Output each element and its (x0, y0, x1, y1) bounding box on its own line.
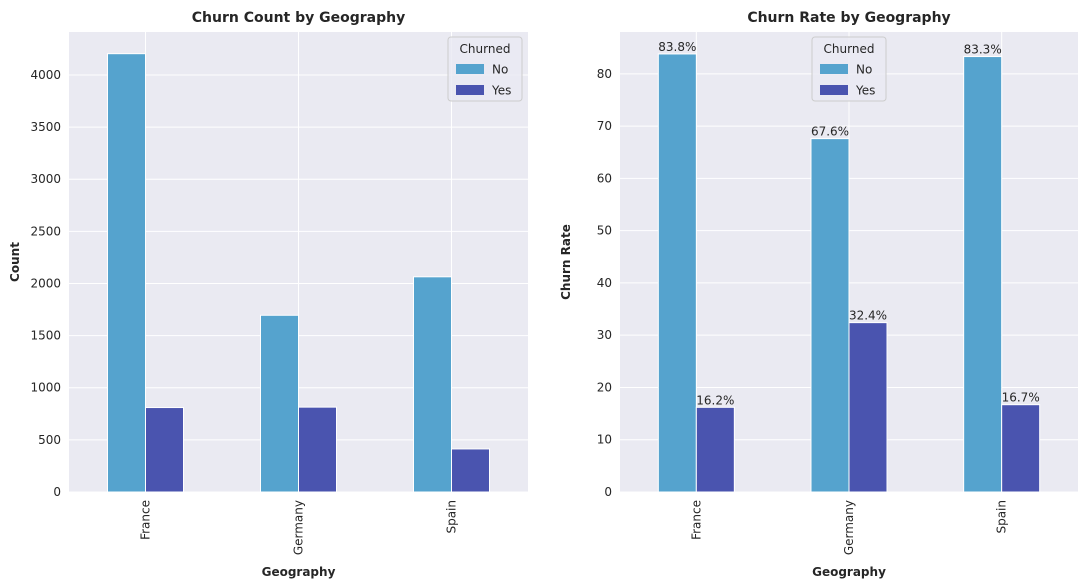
legend: Churned No Yes (447, 36, 523, 102)
legend-title: Churned (460, 42, 511, 56)
bar-yes-spain (1001, 404, 1041, 493)
legend-label: Yes (491, 84, 511, 98)
y-tick-label: 40 (597, 276, 612, 290)
chart-title: Churn Count by Geography (192, 10, 405, 26)
legend-label: Yes (855, 84, 875, 98)
x-tick-label: Spain (445, 500, 459, 534)
data-label: 32.4% (849, 309, 887, 323)
y-tick-label: 0 (53, 485, 61, 499)
churn-count-chart: 0 500 1000 1500 2000 2500 3000 3500 4000 France Ge… (8, 10, 528, 579)
bar-no-spain (413, 276, 452, 493)
x-tick-label: Spain (995, 500, 1009, 534)
data-label: 16.7% (1002, 391, 1040, 405)
y-tick-label: 500 (38, 433, 61, 447)
y-tick-label: 3000 (30, 172, 61, 186)
churn-rate-chart: 0 10 20 30 40 50 60 70 80 83.8% 67.6% 83.3% 16.2% 32.… (559, 10, 1078, 579)
y-tick-label: 2000 (30, 276, 61, 290)
legend-swatch (820, 85, 848, 95)
y-tick-label: 0 (604, 485, 612, 499)
y-tick-label: 20 (597, 380, 612, 394)
bar-no-france (657, 53, 697, 493)
legend-swatch (820, 64, 848, 74)
y-tick-label: 80 (597, 67, 612, 81)
bar-no-germany (810, 138, 850, 493)
bar-yes-germany (298, 406, 337, 493)
bar-yes-france (145, 407, 184, 493)
data-label: 67.6% (811, 125, 849, 139)
x-tick-label: France (139, 500, 153, 540)
bar-yes-germany (848, 322, 888, 493)
y-tick-label: 4000 (30, 68, 61, 82)
legend-swatch (456, 85, 484, 95)
legend: Churned No Yes (811, 36, 887, 102)
data-label: 83.3% (964, 43, 1002, 57)
y-tick-label: 10 (597, 433, 612, 447)
x-axis-label: Geography (262, 565, 336, 579)
x-tick-label: Germany (292, 500, 306, 555)
y-tick-label: 3500 (30, 120, 61, 134)
y-tick-label: 1000 (30, 381, 61, 395)
x-tick-label: France (689, 500, 703, 540)
bar-yes-france (695, 406, 735, 493)
legend-label: No (492, 63, 508, 77)
legend-label: No (856, 63, 872, 77)
data-label: 16.2% (696, 393, 734, 407)
x-tick-label: Germany (842, 500, 856, 555)
legend-title: Churned (824, 42, 875, 56)
y-axis-label: Count (8, 242, 22, 282)
x-axis-label: Geography (812, 565, 886, 579)
y-tick-label: 50 (597, 224, 612, 238)
bar-no-germany (260, 314, 299, 493)
y-tick-label: 2500 (30, 224, 61, 238)
y-tick-label: 70 (597, 119, 612, 133)
y-axis-label: Churn Rate (559, 224, 573, 300)
y-tick-label: 1500 (30, 329, 61, 343)
bar-no-spain (963, 56, 1003, 493)
data-label: 83.8% (658, 40, 696, 54)
bar-yes-spain (451, 448, 490, 493)
y-tick-label: 30 (597, 328, 612, 342)
chart-title: Churn Rate by Geography (747, 10, 950, 26)
y-tick-label: 60 (597, 171, 612, 185)
bar-no-france (107, 53, 146, 493)
legend-swatch (456, 64, 484, 74)
